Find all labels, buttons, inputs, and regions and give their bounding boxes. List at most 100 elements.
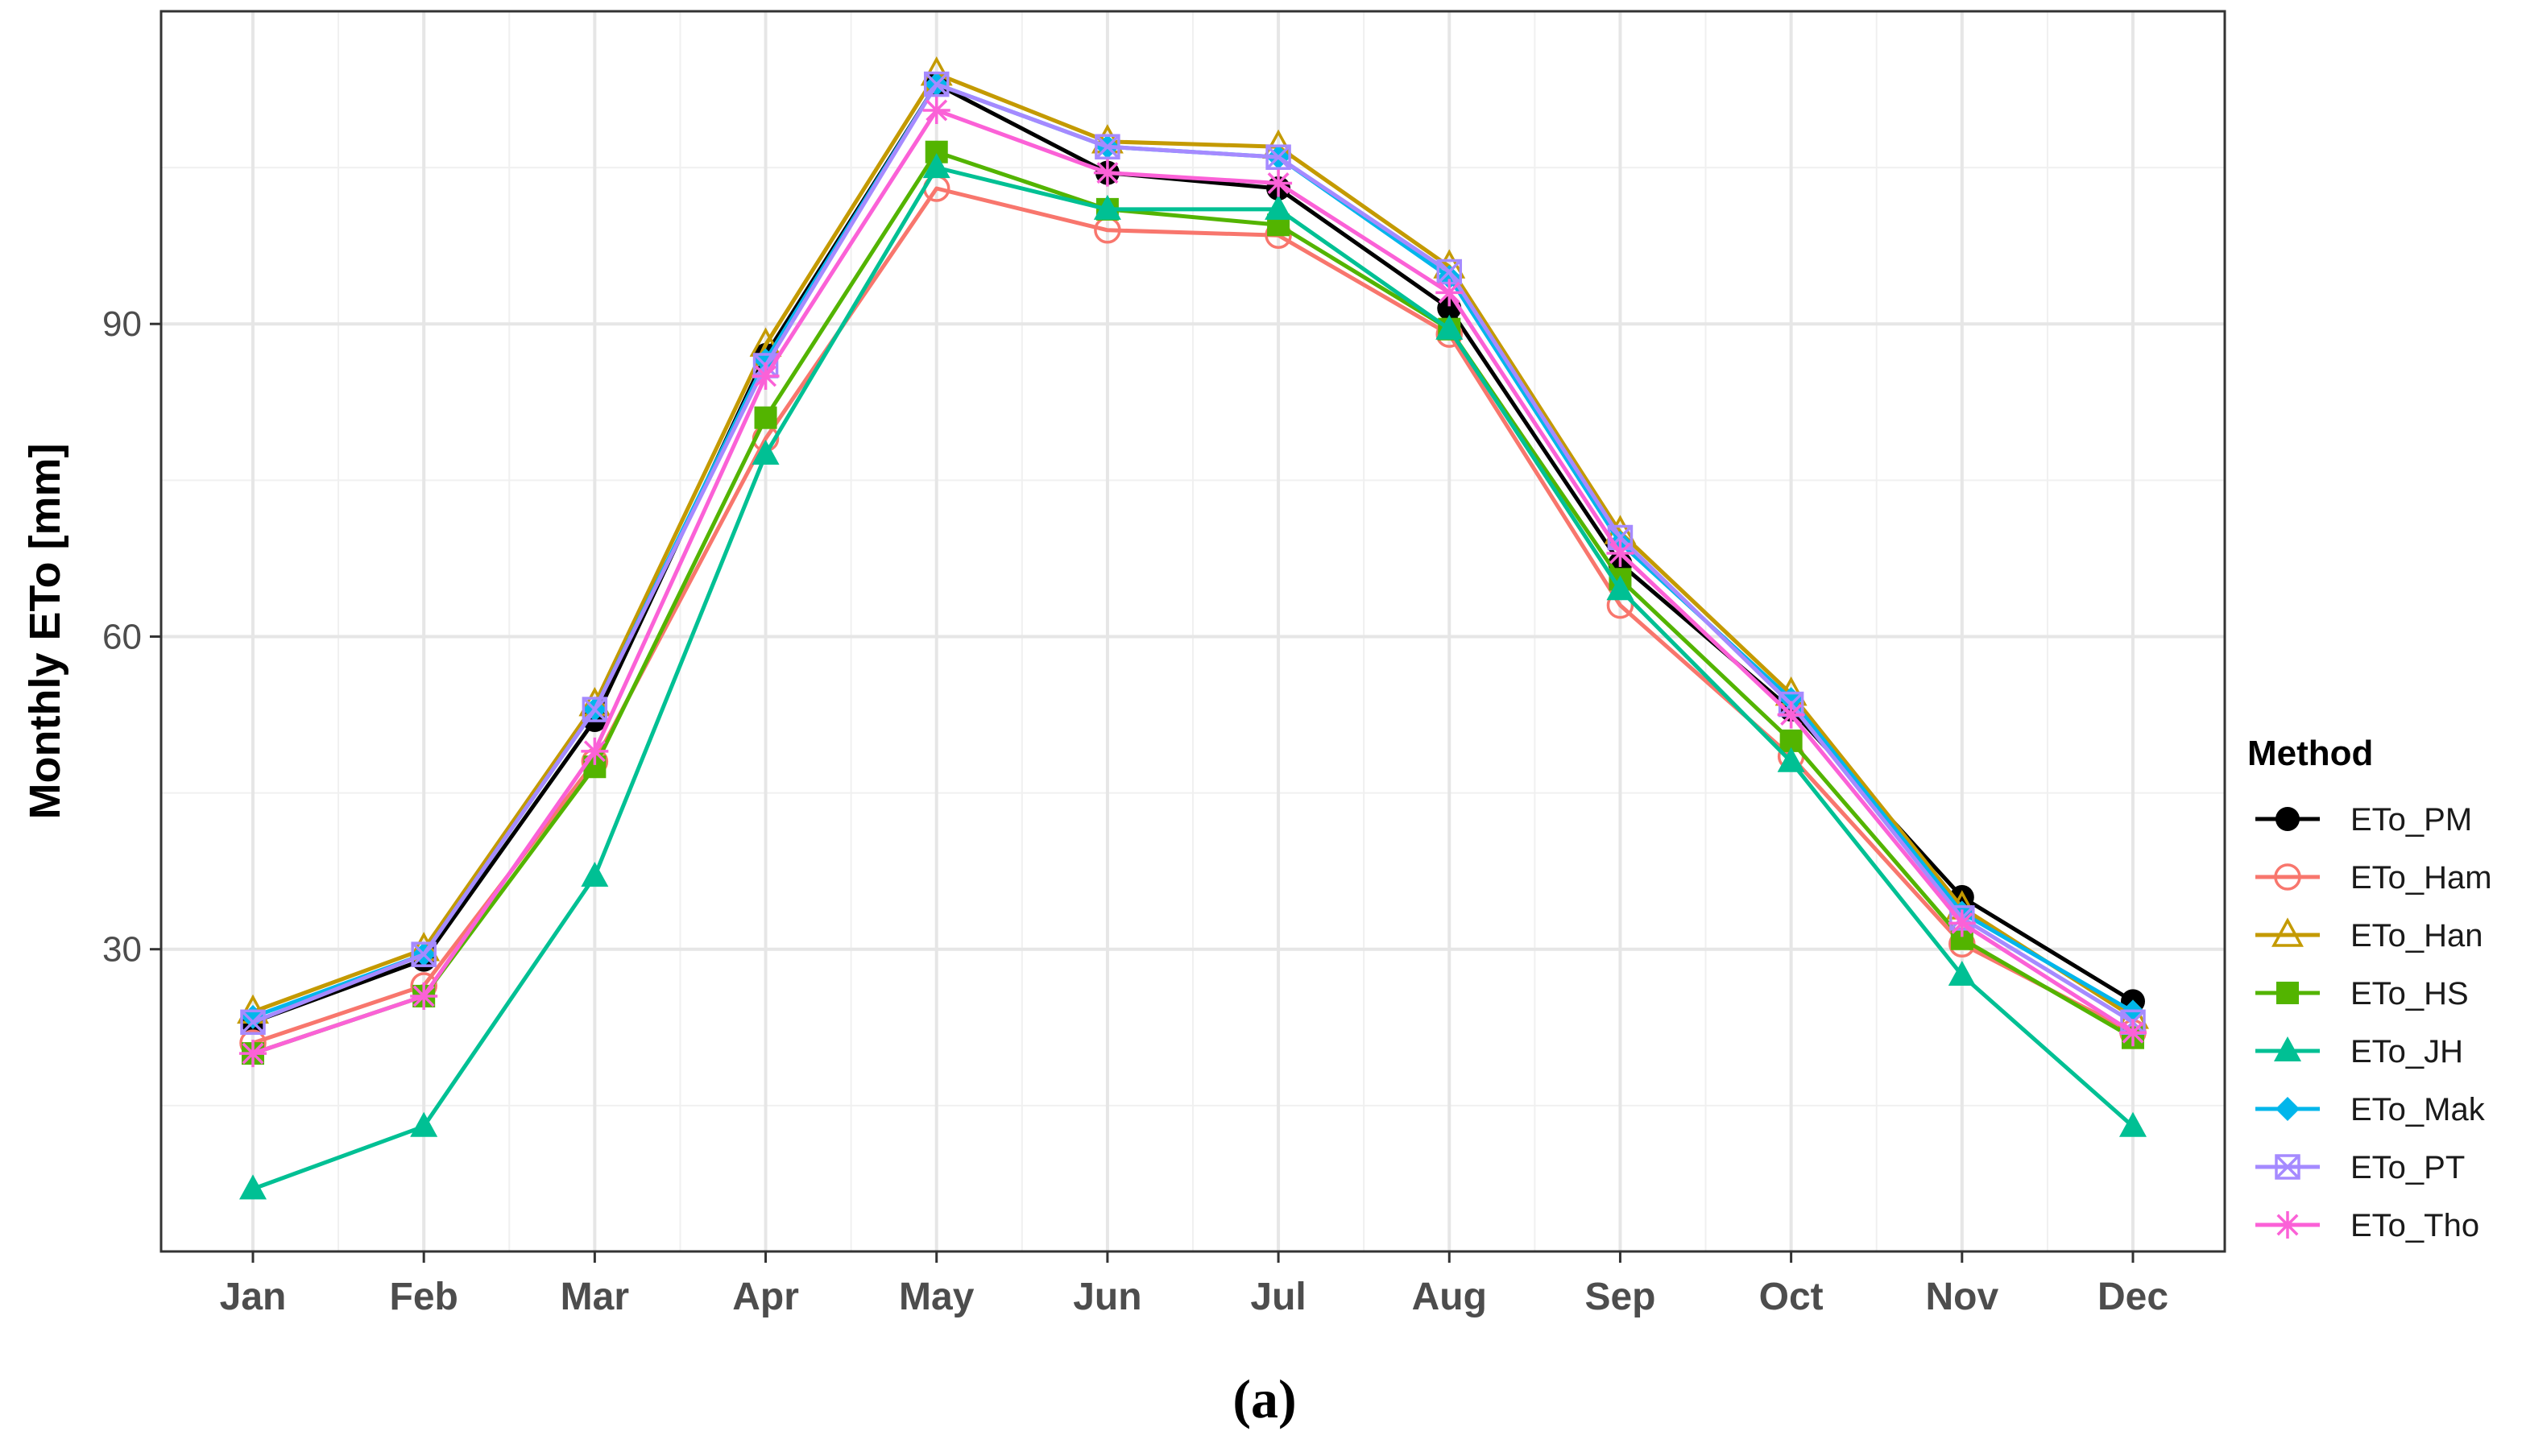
data-point-eto-pt: [1095, 134, 1120, 159]
legend-item-eto-tho: ETo_Tho: [2255, 1208, 2479, 1243]
x-tick-label: Oct: [1759, 1276, 1824, 1318]
data-point-eto-jh: [1435, 314, 1464, 340]
figure-caption: (a): [1232, 1368, 1296, 1429]
legend-marker-eto-pm: [2275, 807, 2300, 831]
legend: Method ETo_PM ETo_Ham ETo_Han ETo_HS ETo_JH E…: [2247, 734, 2492, 1243]
data-point-eto-pt-cross: [240, 1010, 266, 1035]
data-point-eto-pt: [1265, 144, 1291, 170]
legend-label-eto-mak: ETo_Mak: [2350, 1092, 2486, 1127]
plot-border: [159, 10, 2226, 1253]
x-tick-label: Jul: [1250, 1276, 1306, 1318]
x-tick-label: Jun: [1073, 1276, 1141, 1318]
data-point-eto-jh: [581, 862, 609, 887]
legend-item-eto-ham: ETo_Ham: [2255, 860, 2492, 896]
legend-item-eto-mak: ETo_Mak: [2255, 1092, 2486, 1127]
x-tick-label: Apr: [732, 1276, 799, 1318]
x-tick-label: Aug: [1412, 1276, 1487, 1318]
data-point-eto-jh: [410, 1111, 438, 1137]
series-line-eto-pt: [252, 82, 2135, 1024]
legend-label-eto-jh: ETo_JH: [2350, 1034, 2463, 1069]
grid-minor: [161, 11, 2225, 1251]
data-point-eto-pt-box: [411, 941, 437, 967]
data-point-eto-pt: [240, 1009, 266, 1036]
legend-marker-eto-ham: [2274, 863, 2301, 891]
data-point-eto-tho: [410, 982, 438, 1010]
legend-label-eto-pt: ETo_PT: [2350, 1150, 2465, 1185]
data-point-eto-hs: [754, 406, 777, 429]
data-point-eto-pt-cross: [924, 72, 949, 97]
data-point-eto-pt: [411, 941, 437, 967]
legend-label-eto-tho: ETo_Tho: [2350, 1208, 2479, 1243]
data-point-eto-pt: [582, 697, 608, 722]
x-tick-label: Jan: [220, 1276, 287, 1318]
legend-marker-eto-han: [2271, 917, 2304, 947]
data-point-eto-jh: [1948, 961, 1976, 987]
x-tick-label: May: [899, 1276, 975, 1318]
y-axis-title: Monthly ETo [mm]: [21, 444, 69, 820]
legend-label-eto-han: ETo_Han: [2350, 918, 2483, 953]
data-point-eto-tho: [1606, 539, 1634, 567]
data-point-eto-pt-cross: [582, 697, 607, 722]
data-point-eto-tho: [1777, 701, 1805, 729]
y-axis-ticks: 30 60 90: [102, 304, 161, 970]
data-point-eto-tho: [1948, 909, 1976, 937]
y-tick-label: 30: [102, 930, 142, 970]
data-point-eto-pt-box: [1265, 144, 1291, 170]
data-point-eto-jh: [1606, 575, 1634, 601]
legend-label-eto-ham: ETo_Ham: [2350, 860, 2492, 896]
data-point-eto-pt-box: [1095, 134, 1120, 159]
data-point-eto-tho: [1435, 279, 1464, 307]
legend-marker-eto-tho: [2274, 1211, 2301, 1239]
series-line-eto-hs: [252, 150, 2135, 1056]
legend-title: Method: [2247, 734, 2373, 773]
data-point-eto-jh: [1777, 747, 1805, 772]
series-line-eto-jh: [252, 165, 2135, 1191]
data-point-eto-pt-cross: [1265, 144, 1291, 170]
x-tick-label: Sep: [1584, 1276, 1655, 1318]
legend-item-eto-pm: ETo_PM: [2255, 802, 2472, 838]
legend-marker-eto-jh: [2274, 1036, 2301, 1061]
data-point-eto-jh: [2119, 1111, 2147, 1137]
data-point-eto-pt: [923, 71, 950, 97]
data-point-eto-pt-box: [240, 1009, 266, 1036]
legend-marker-eto-pt: [2275, 1154, 2300, 1180]
y-tick-label: 90: [102, 304, 142, 344]
data-point-eto-pt-box: [923, 71, 950, 97]
data-point-eto-pt-cross: [1095, 134, 1120, 159]
series-line-eto-ham: [252, 186, 2135, 1045]
legend-marker-eto-pt-cross: [2275, 1154, 2300, 1180]
data-point-eto-jh: [752, 440, 780, 465]
data-point-eto-tho: [2119, 1019, 2147, 1047]
data-point-eto-tho: [1265, 169, 1293, 197]
x-tick-label: Nov: [1925, 1276, 1998, 1318]
legend-marker-eto-pt-box: [2275, 1154, 2300, 1180]
series-eto-tho: [239, 96, 2147, 1068]
series-eto-jh: [239, 153, 2147, 1200]
x-tick-label: Mar: [561, 1276, 629, 1318]
data-point-eto-tho: [922, 96, 950, 124]
data-point-eto-pt-box: [582, 697, 608, 722]
series-line-eto-tho: [252, 108, 2135, 1056]
data-point-eto-jh: [1093, 194, 1121, 220]
grid-major: [161, 11, 2225, 1251]
legend-item-eto-jh: ETo_JH: [2255, 1034, 2463, 1069]
series-line-eto-han: [252, 72, 2135, 1019]
legend-label-eto-pm: ETo_PM: [2350, 802, 2472, 838]
x-axis-ticks: Jan Feb Mar Apr May Jun Jul Aug Sep Oct Nov Dec: [220, 1251, 2168, 1318]
legend-item-eto-pt: ETo_PT: [2255, 1150, 2465, 1185]
data-point-eto-tho: [752, 362, 780, 390]
data-point-eto-jh: [1265, 194, 1293, 220]
y-tick-label: 60: [102, 617, 142, 656]
data-point-eto-tho: [1093, 159, 1121, 187]
x-tick-label: Dec: [2097, 1276, 2168, 1318]
data-point-eto-jh: [922, 153, 950, 179]
series-layer: [237, 56, 2149, 1200]
legend-marker-eto-mak: [2275, 1097, 2300, 1121]
data-point-eto-pt-cross: [411, 941, 437, 967]
data-point-eto-tho: [581, 737, 609, 765]
data-point-eto-tho: [239, 1040, 267, 1068]
legend-label-eto-hs: ETo_HS: [2350, 976, 2469, 1011]
x-tick-label: Feb: [390, 1276, 458, 1318]
legend-marker-eto-hs: [2276, 982, 2299, 1004]
